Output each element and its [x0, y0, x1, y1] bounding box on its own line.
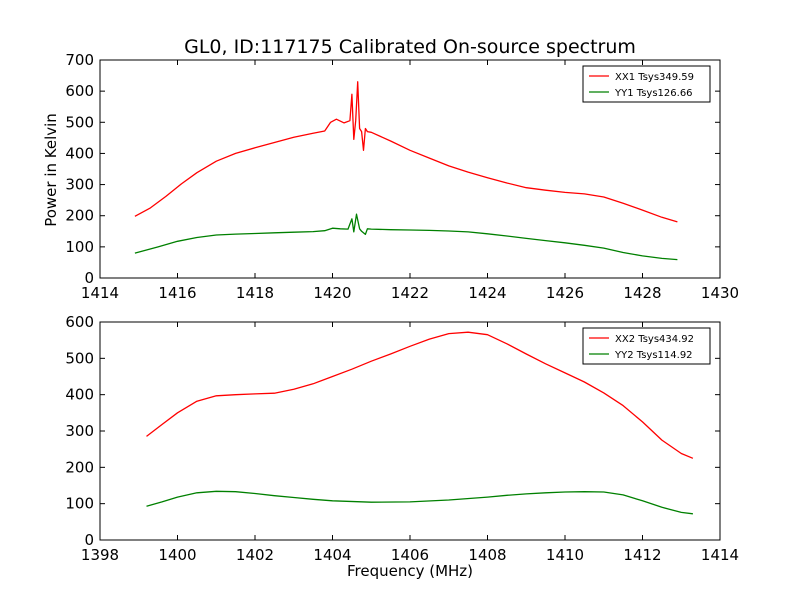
- legend-label-1: XX2 Tsys434.92: [615, 334, 694, 345]
- y-tick-label: 200: [65, 207, 94, 225]
- x-tick-label: 1400: [158, 546, 196, 564]
- y-tick-label: 500: [65, 349, 94, 367]
- y-tick-label: 300: [65, 422, 94, 440]
- y-tick-label: 0: [84, 531, 94, 549]
- x-tick-label: 1424: [468, 284, 506, 302]
- legend-label-2: YY1 Tsys126.66: [614, 88, 693, 99]
- y-tick-label: 700: [65, 51, 94, 69]
- series-line-2: [134, 213, 678, 261]
- y-axis-label: Power in Kelvin: [42, 113, 60, 227]
- x-tick-label: 1426: [546, 284, 584, 302]
- x-tick-label: 1416: [158, 284, 196, 302]
- series-line-1: [134, 81, 678, 223]
- legend-box: [582, 327, 711, 365]
- y-tick-label: 200: [65, 458, 94, 476]
- series-line-1: [146, 331, 694, 459]
- x-tick-label: 1404: [313, 546, 351, 564]
- top-panel: 1414 1416 1418 1420 1422 1424 1426 1428 1430 0 100…: [65, 51, 739, 302]
- x-tick-label: 1430: [701, 284, 739, 302]
- y-tick-label: 100: [65, 495, 94, 513]
- x-tick-label: 1410: [546, 546, 584, 564]
- series-line-2: [146, 490, 693, 515]
- legend-box: [582, 65, 711, 103]
- legend-label-2: YY2 Tsys114.92: [614, 350, 693, 361]
- x-tick-label: 1406: [391, 546, 429, 564]
- x-tick-label: 1402: [236, 546, 274, 564]
- y-tick-label: 400: [65, 144, 94, 162]
- x-tick-label: 1414: [701, 546, 739, 564]
- x-tick-label: 1414: [81, 284, 119, 302]
- x-axis-label: Frequency (MHz): [347, 562, 473, 580]
- bottom-panel: 1398 1400 1402 1404 1406 1408 1410 1412 1414 0 100…: [65, 313, 739, 564]
- x-tick-label: 1412: [623, 546, 661, 564]
- x-tick-label: 1420: [313, 284, 351, 302]
- x-tick-label: 1398: [81, 546, 119, 564]
- x-tick-label: 1428: [623, 284, 661, 302]
- y-tick-label: 0: [84, 269, 94, 287]
- figure-title: GL0, ID:117175 Calibrated On-source spec…: [184, 36, 636, 58]
- x-tick-label: 1422: [391, 284, 429, 302]
- legend-label-1: XX1 Tsys349.59: [615, 72, 694, 83]
- y-tick-label: 100: [65, 238, 94, 256]
- y-tick-label: 500: [65, 113, 94, 131]
- x-tick-label: 1408: [468, 546, 506, 564]
- y-tick-label: 400: [65, 386, 94, 404]
- y-tick-label: 600: [65, 82, 94, 100]
- y-tick-label: 300: [65, 176, 94, 194]
- y-tick-label: 600: [65, 313, 94, 331]
- x-tick-label: 1418: [236, 284, 274, 302]
